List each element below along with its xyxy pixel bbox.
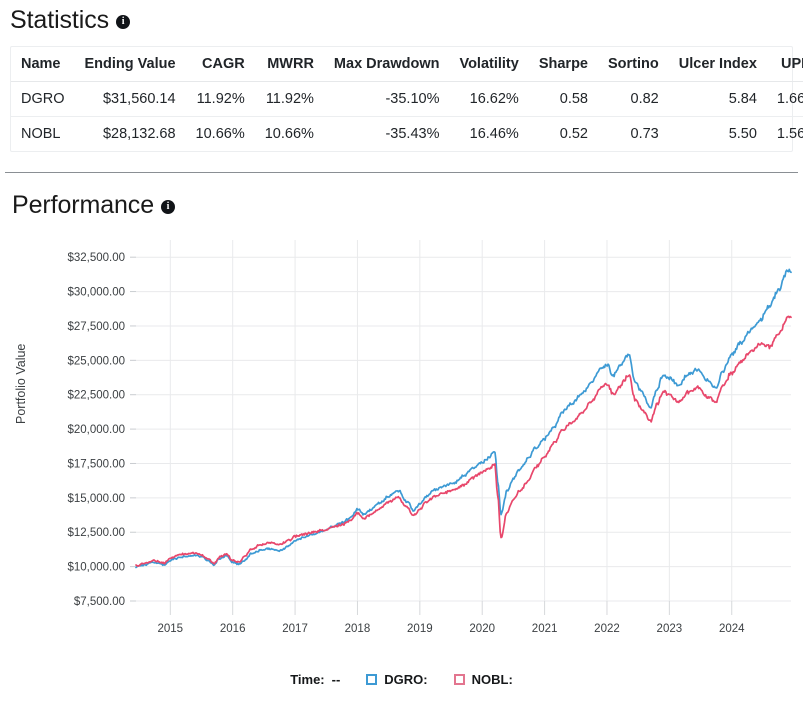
cell-volatility: 16.46%: [469, 126, 519, 142]
cell-upi: 1.56: [776, 126, 803, 142]
cell-ulcer-index: 5.84: [668, 81, 767, 117]
legend-item-dgro[interactable]: DGRO:: [366, 672, 428, 687]
performance-section: Performance i Portfolio Value $7,500.00 $…: [0, 191, 803, 687]
y-tick-label: $32,500.00: [67, 252, 125, 264]
cell-name: NOBL: [21, 126, 61, 142]
cell-name: DGRO: [11, 81, 75, 117]
cell-sortino: 0.73: [630, 126, 659, 142]
cell-ulcer-index: 5.50: [728, 126, 757, 142]
y-tick-label: $27,500.00: [67, 321, 125, 333]
column-header-cagr[interactable]: CAGR: [185, 47, 255, 82]
x-tick-label: 2018: [345, 623, 371, 635]
x-tick-label: 2023: [657, 623, 683, 635]
performance-title-text: Performance: [12, 191, 155, 219]
x-tick-label: 2024: [719, 623, 745, 635]
performance-chart-svg[interactable]: $7,500.00 $10,000.00 $12,500.00 $15,000.00 $…: [0, 226, 803, 666]
legend-item-time: Time: --: [290, 672, 340, 687]
legend-swatch-nobl-icon: [453, 674, 465, 685]
cell-max-drawdown: -35.10%: [323, 81, 450, 117]
column-header-mwrr[interactable]: MWRR: [254, 47, 324, 82]
statistics-section-title: Statistics i: [0, 0, 803, 35]
y-tick-label: $22,500.00: [67, 390, 125, 402]
statistics-title-text: Statistics: [10, 6, 110, 34]
cell-sharpe: 0.52: [559, 126, 588, 142]
y-tick-label: $17,500.00: [67, 458, 125, 470]
legend-label-dgro: DGRO:: [384, 672, 428, 687]
table-row: NOBL $28,132.68 10.66% 10.66% -35.43% 16…: [11, 117, 803, 152]
legend-time-label: Time:: [290, 672, 325, 687]
y-tick-label: $12,500.00: [67, 527, 125, 539]
column-header-ulcer-index[interactable]: Ulcer Index: [668, 47, 767, 82]
column-header-ending-value[interactable]: Ending Value: [74, 47, 186, 82]
y-tick-label: $10,000.00: [67, 562, 125, 574]
x-tick-label: 2022: [594, 623, 620, 635]
cell-cagr: 10.66%: [195, 126, 245, 142]
column-header-sortino[interactable]: Sortino: [598, 47, 669, 82]
performance-chart[interactable]: Portfolio Value $7,500.00 $10,000.00 $12,5…: [0, 226, 803, 666]
info-icon[interactable]: i: [161, 200, 176, 214]
x-tick-label: 2020: [469, 623, 495, 635]
cell-ending-value: $28,132.68: [102, 126, 176, 142]
cell-sharpe: 0.58: [528, 81, 598, 117]
legend-swatch-dgro-icon: [366, 674, 378, 685]
chart-legend: Time: -- DGRO: NOBL:: [0, 672, 803, 687]
cell-volatility: 16.62%: [449, 81, 529, 117]
cell-sortino: 0.82: [598, 81, 669, 117]
performance-section-title: Performance i: [0, 191, 803, 220]
legend-time-value: --: [331, 672, 341, 687]
table-header-row: Name Ending Value CAGR MWRR Max Drawdown…: [11, 47, 803, 82]
series-line-dgro: [135, 268, 792, 569]
y-tick-label: $15,000.00: [67, 493, 125, 505]
cell-mwrr: 11.92%: [254, 81, 324, 117]
column-header-max-drawdown[interactable]: Max Drawdown: [323, 47, 450, 82]
info-icon[interactable]: i: [116, 15, 131, 29]
cell-upi: 1.66: [766, 81, 803, 117]
y-axis-label: Portfolio Value: [14, 343, 28, 424]
x-tick-label: 2019: [407, 623, 433, 635]
y-tick-label: $30,000.00: [67, 287, 125, 299]
column-header-name[interactable]: Name: [11, 47, 75, 82]
column-header-volatility[interactable]: Volatility: [449, 47, 529, 82]
table-row: DGRO $31,560.14 11.92% 11.92% -35.10% 16…: [11, 81, 803, 117]
cell-mwrr: 10.66%: [264, 126, 314, 142]
statistics-table: Name Ending Value CAGR MWRR Max Drawdown…: [11, 47, 803, 151]
x-tick-label: 2016: [220, 623, 246, 635]
cell-cagr: 11.92%: [185, 81, 255, 117]
y-tick-label: $7,500.00: [74, 596, 125, 608]
series-line-nobl: [135, 315, 792, 567]
column-header-upi[interactable]: UPI: [766, 47, 803, 82]
cell-ending-value: $31,560.14: [74, 81, 186, 117]
x-tick-label: 2017: [282, 623, 308, 635]
y-tick-label: $20,000.00: [67, 424, 125, 436]
x-tick-label: 2015: [158, 623, 184, 635]
y-tick-label: $25,000.00: [67, 355, 125, 367]
legend-label-nobl: NOBL:: [471, 672, 513, 687]
statistics-table-container: Name Ending Value CAGR MWRR Max Drawdown…: [10, 46, 803, 152]
cell-max-drawdown: -35.43%: [385, 126, 440, 142]
section-divider: [5, 172, 798, 173]
legend-item-nobl[interactable]: NOBL:: [453, 672, 513, 687]
x-tick-label: 2021: [532, 623, 558, 635]
column-header-sharpe[interactable]: Sharpe: [528, 47, 598, 82]
